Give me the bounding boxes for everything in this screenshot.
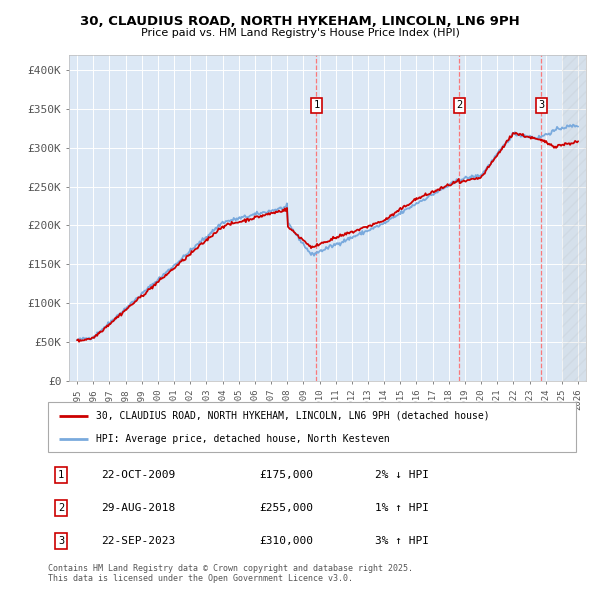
Text: 1: 1 [58,470,64,480]
Text: £175,000: £175,000 [259,470,313,480]
Text: Contains HM Land Registry data © Crown copyright and database right 2025.
This d: Contains HM Land Registry data © Crown c… [48,563,413,583]
Text: 1% ↑ HPI: 1% ↑ HPI [376,503,430,513]
Text: HPI: Average price, detached house, North Kesteven: HPI: Average price, detached house, Nort… [95,434,389,444]
Text: 30, CLAUDIUS ROAD, NORTH HYKEHAM, LINCOLN, LN6 9PH (detached house): 30, CLAUDIUS ROAD, NORTH HYKEHAM, LINCOL… [95,411,489,421]
Text: 3% ↑ HPI: 3% ↑ HPI [376,536,430,546]
Text: 2: 2 [457,100,463,110]
Bar [562,55,586,381]
Text: £310,000: £310,000 [259,536,313,546]
Text: 2: 2 [58,503,64,513]
Text: 3: 3 [538,100,545,110]
Text: 30, CLAUDIUS ROAD, NORTH HYKEHAM, LINCOLN, LN6 9PH: 30, CLAUDIUS ROAD, NORTH HYKEHAM, LINCOL… [80,15,520,28]
Text: 3: 3 [58,536,64,546]
Text: 2% ↓ HPI: 2% ↓ HPI [376,470,430,480]
Text: 22-SEP-2023: 22-SEP-2023 [101,536,175,546]
Text: 29-AUG-2018: 29-AUG-2018 [101,503,175,513]
Text: £255,000: £255,000 [259,503,313,513]
Text: 22-OCT-2009: 22-OCT-2009 [101,470,175,480]
Text: Price paid vs. HM Land Registry's House Price Index (HPI): Price paid vs. HM Land Registry's House … [140,28,460,38]
Text: 1: 1 [313,100,320,110]
